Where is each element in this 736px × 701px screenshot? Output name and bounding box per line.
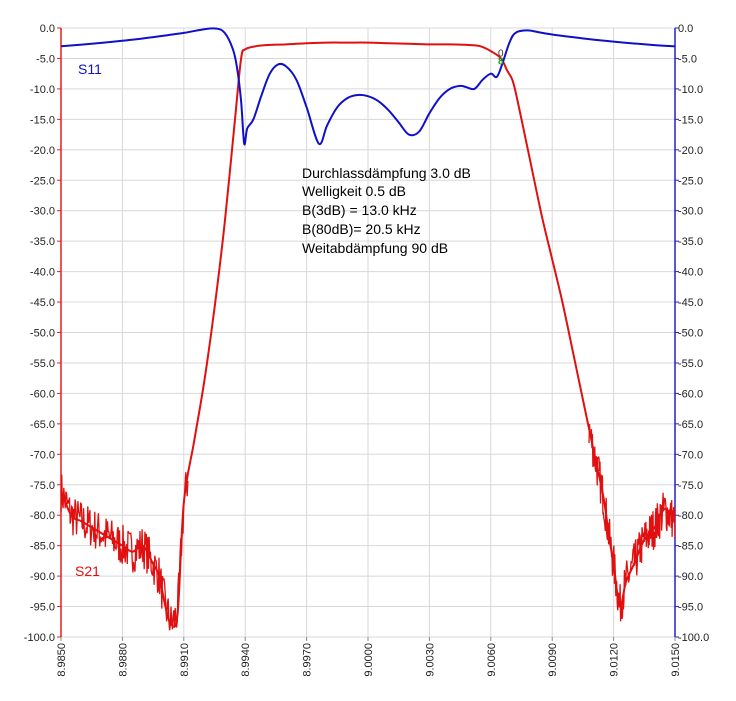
left-tick-label: -5.0 <box>36 53 55 65</box>
annotation-line: Durchlassdämpfung 3.0 dB <box>302 165 471 181</box>
left-tick-label: -25.0 <box>30 175 55 187</box>
x-tick-label: 8.9940 <box>240 643 252 677</box>
right-tick-label: -65.0 <box>678 419 703 431</box>
left-tick-label: -20.0 <box>30 145 55 157</box>
x-tick-label: 9.0000 <box>363 643 375 677</box>
left-tick-label: -60.0 <box>30 388 55 400</box>
right-tick-label: -75.0 <box>678 480 703 492</box>
left-tick-label: -65.0 <box>30 419 55 431</box>
left-axis-ticks: 0.0 -5.0 -10.0 -15.0 -20.0 -25.0 -30.0 -35.0 -40… <box>24 23 61 644</box>
right-axis-ticks: 0.0 -5.0 -10.0 -15.0 -20.0 -25.0 -30.0 -35.0 -40… <box>675 23 709 644</box>
left-tick-label: -15.0 <box>30 114 55 126</box>
right-tick-label: -25.0 <box>678 175 703 187</box>
s21-label: S21 <box>75 563 100 579</box>
marker-label: 0 <box>498 48 504 59</box>
x-tick-label: 9.0060 <box>486 643 498 677</box>
s11-line <box>60 27 676 146</box>
x-axis-ticks: 8.9850 8.9880 8.9910 8.9940 8.9970 9.0000 9.00… <box>56 637 682 677</box>
right-tick-label: -45.0 <box>678 297 703 309</box>
left-tick-label: -85.0 <box>30 541 55 553</box>
left-tick-label: -30.0 <box>30 206 55 218</box>
right-tick-label: -90.0 <box>678 571 703 583</box>
left-tick-label: -100.0 <box>24 632 55 644</box>
left-tick-label: -45.0 <box>30 297 55 309</box>
s11-label: S11 <box>78 61 102 77</box>
right-tick-label: -85.0 <box>678 541 703 553</box>
annotation-line: Weitabdämpfung 90 dB <box>302 240 448 256</box>
right-tick-label: -20.0 <box>678 145 703 157</box>
right-tick-label: -100.0 <box>678 632 709 644</box>
x-tick-label: 8.9970 <box>302 643 314 677</box>
right-tick-label: -70.0 <box>678 449 703 461</box>
left-tick-label: -50.0 <box>30 328 55 340</box>
right-tick-label: -55.0 <box>678 358 703 370</box>
right-tick-label: -60.0 <box>678 388 703 400</box>
left-tick-label: -70.0 <box>30 449 55 461</box>
s21-noise-trace <box>60 472 189 631</box>
right-tick-label: -35.0 <box>678 236 703 248</box>
x-tick-label: 9.0090 <box>547 643 559 677</box>
left-tick-label: -95.0 <box>30 602 55 614</box>
right-tick-label: -40.0 <box>678 267 703 279</box>
annotation-line: B(3dB) = 13.0 kHz <box>302 202 417 218</box>
annotation-line: B(80dB)= 20.5 kHz <box>302 221 421 237</box>
left-tick-label: -90.0 <box>30 571 55 583</box>
x-tick-label: 8.9880 <box>117 643 129 677</box>
right-tick-label: -5.0 <box>678 53 697 65</box>
s21-noise-trace <box>588 424 676 622</box>
x-tick-label: 9.0120 <box>609 643 621 677</box>
left-tick-label: -10.0 <box>30 84 55 96</box>
x-tick-label: 8.9910 <box>179 643 191 677</box>
annotation-block: Durchlassdämpfung 3.0 dB Welligkeit 0.5 … <box>302 165 471 256</box>
right-tick-label: -10.0 <box>678 84 703 96</box>
right-tick-label: 0.0 <box>678 23 693 35</box>
left-tick-label: -35.0 <box>30 236 55 248</box>
right-tick-label: -30.0 <box>678 206 703 218</box>
marker-label: 8 <box>498 56 504 67</box>
left-tick-label: -75.0 <box>30 480 55 492</box>
right-tick-label: -15.0 <box>678 114 703 126</box>
left-tick-label: 0.0 <box>40 23 55 35</box>
x-tick-label: 9.0150 <box>670 643 682 677</box>
grid <box>60 27 676 638</box>
left-tick-label: -40.0 <box>30 267 55 279</box>
markers: 08 <box>498 48 504 67</box>
right-tick-label: -95.0 <box>678 602 703 614</box>
x-tick-label: 8.9850 <box>56 643 68 677</box>
annotation-line: Welligkeit 0.5 dB <box>302 183 406 199</box>
left-tick-label: -55.0 <box>30 358 55 370</box>
right-tick-label: -80.0 <box>678 510 703 522</box>
left-tick-label: -80.0 <box>30 510 55 522</box>
x-tick-label: 9.0030 <box>424 643 436 677</box>
s21-line <box>60 41 676 628</box>
right-tick-label: -50.0 <box>678 328 703 340</box>
s21-noise-floor <box>60 424 676 631</box>
